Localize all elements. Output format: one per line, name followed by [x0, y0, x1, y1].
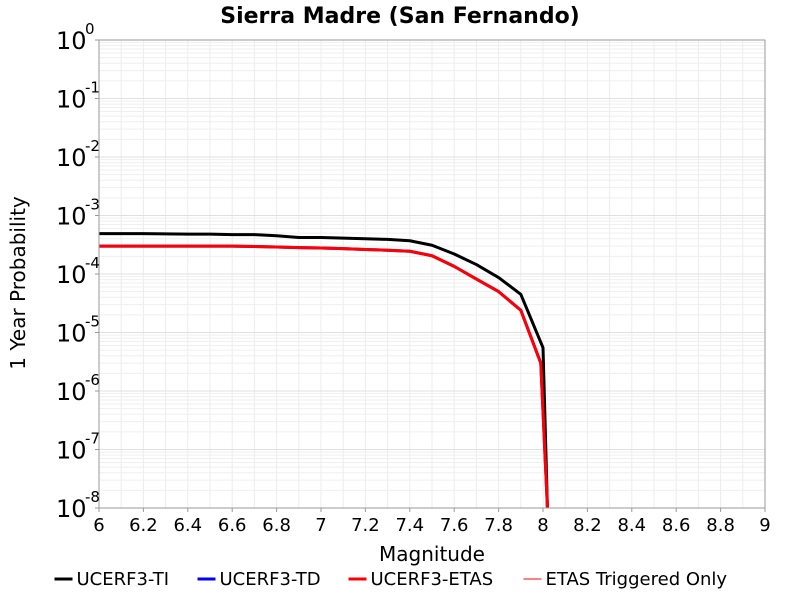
y-tick-base: 10: [56, 378, 87, 406]
x-tick-label: 6: [93, 515, 104, 536]
legend: UCERF3-TI UCERF3-TD UCERF3-ETAS ETAS Trigge…: [54, 569, 728, 590]
y-axis-title: 1 Year Probability: [6, 196, 30, 370]
y-tick-label: 10-7: [56, 430, 100, 465]
x-tick-label: 8.6: [662, 515, 691, 536]
x-axis-title: Magnitude: [379, 542, 485, 566]
y-tick-base: 10: [56, 86, 87, 114]
x-tick-label: 8: [537, 515, 548, 536]
series-line-ucerf3-ti: [99, 232, 549, 509]
y-tick-exponent: -4: [85, 254, 100, 272]
y-tick-exponent: -3: [85, 196, 100, 214]
x-axis-ticks: 6 6.2 6.4 6.6 6.8 7 7.2 7.4 7.6 7.8 8 8.2 8.4 8.6 8.8 9: [93, 508, 771, 536]
x-tick-label: 9: [759, 515, 770, 536]
y-tick-label: 10-5: [56, 313, 100, 348]
x-tick-label: 6.2: [129, 515, 158, 536]
y-tick-base: 10: [56, 437, 87, 465]
y-tick-exponent: -6: [85, 371, 100, 389]
legend-label: UCERF3-TI: [77, 569, 170, 590]
y-tick-exponent: -8: [85, 488, 100, 506]
y-tick-label: 10-8: [56, 488, 100, 523]
y-tick-base: 10: [56, 261, 87, 289]
y-tick-label: 10-4: [56, 254, 100, 289]
x-tick-label: 8.2: [573, 515, 602, 536]
x-tick-label: 7.8: [484, 515, 513, 536]
y-tick-exponent: 0: [85, 20, 95, 38]
y-tick-label: 10-2: [56, 137, 100, 172]
x-tick-label: 8.8: [706, 515, 735, 536]
x-tick-label: 7.6: [440, 515, 469, 536]
y-tick-label: 100: [56, 20, 95, 55]
grid: [98, 40, 766, 509]
y-tick-base: 10: [56, 495, 87, 523]
chart-title: Sierra Madre (San Fernando): [220, 4, 580, 29]
x-tick-label: 6.8: [262, 515, 291, 536]
y-tick-exponent: -7: [85, 430, 100, 448]
y-tick-label: 10-1: [56, 79, 100, 114]
y-tick-exponent: -5: [85, 313, 100, 331]
x-tick-label: 7.4: [395, 515, 424, 536]
y-tick-base: 10: [56, 27, 87, 55]
x-tick-label: 6.4: [173, 515, 202, 536]
series-lines: [99, 232, 549, 509]
y-tick-exponent: -2: [85, 137, 100, 155]
y-tick-label: 10-6: [56, 371, 100, 406]
x-tick-label: 7.2: [351, 515, 380, 536]
legend-label: ETAS Triggered Only: [546, 569, 728, 590]
x-tick-label: 7: [315, 515, 326, 536]
y-tick-base: 10: [56, 320, 87, 348]
y-tick-exponent: -1: [85, 79, 100, 97]
y-tick-base: 10: [56, 144, 87, 172]
y-tick-base: 10: [56, 203, 87, 231]
y-tick-label: 10-3: [56, 196, 100, 231]
x-tick-label: 8.4: [617, 515, 646, 536]
x-tick-label: 6.6: [218, 515, 247, 536]
series-line-ucerf3-etas: [99, 244, 549, 509]
legend-label: UCERF3-TD: [220, 569, 321, 590]
legend-label: UCERF3-ETAS: [371, 569, 494, 590]
